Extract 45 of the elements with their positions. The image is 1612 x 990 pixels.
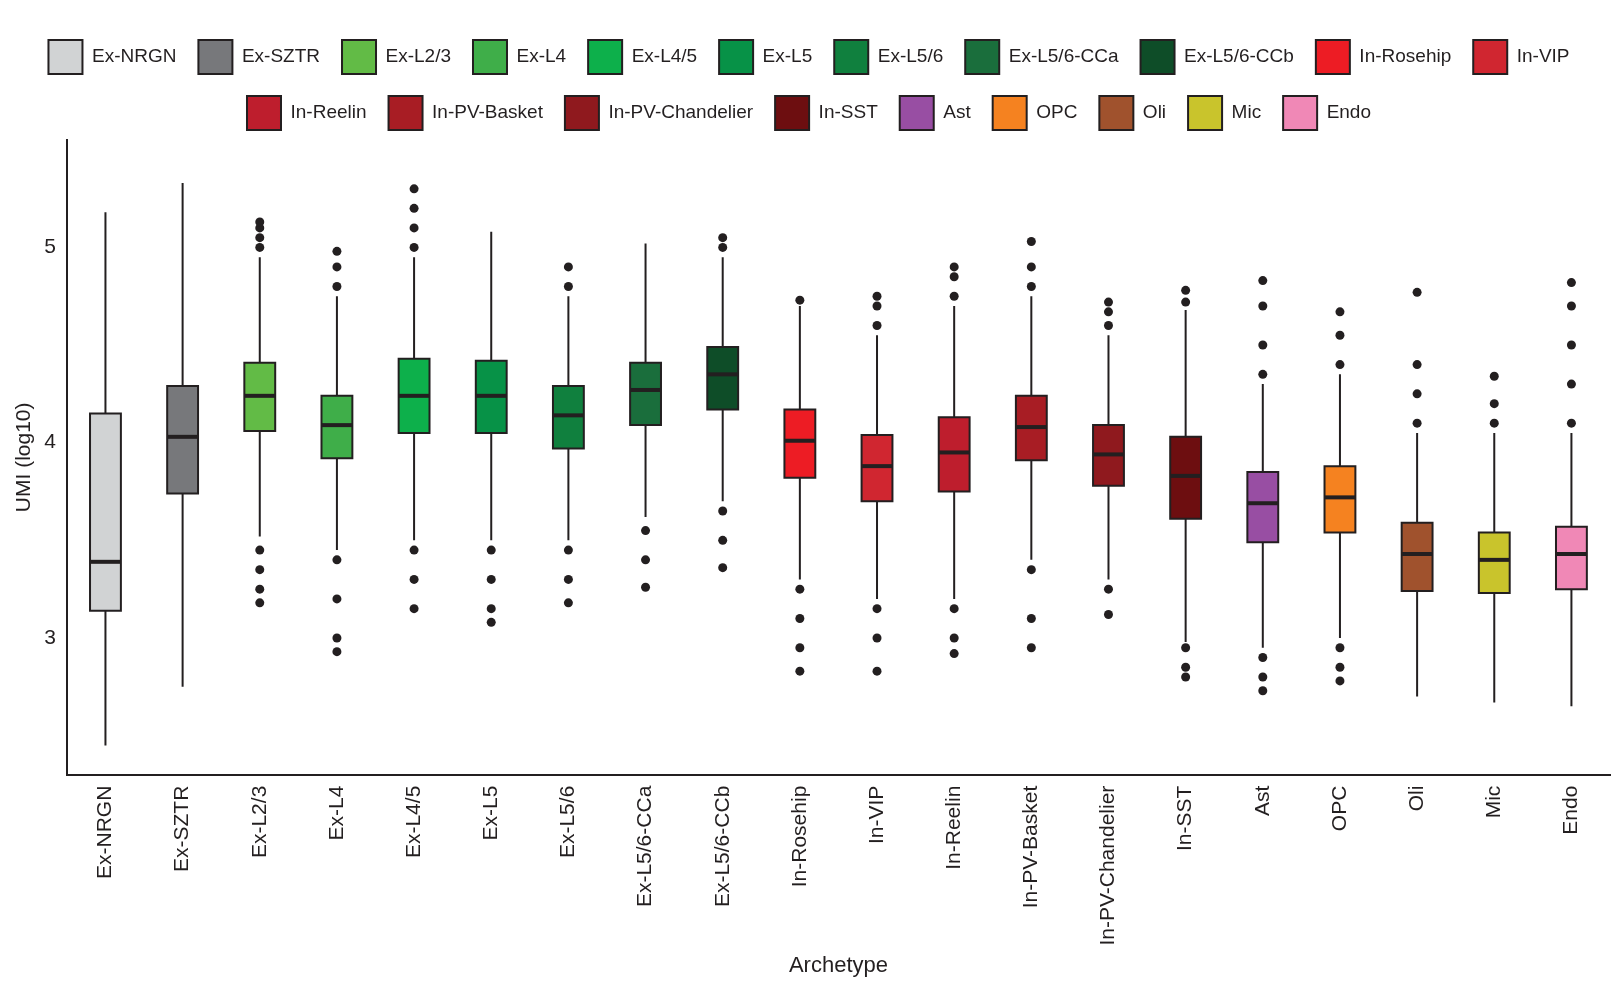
x-tick-label: Endo bbox=[1558, 785, 1582, 835]
x-tick-label: Ex-SZTR bbox=[169, 785, 193, 873]
legend-label: In-Rosehip bbox=[1359, 45, 1452, 67]
legend-label: Endo bbox=[1326, 101, 1371, 123]
x-tick-label: Ex-NRGN bbox=[92, 785, 116, 880]
legend-label: In-VIP bbox=[1516, 45, 1570, 67]
legend-label: Mic bbox=[1231, 101, 1262, 123]
x-tick-label: Ex-L4 bbox=[323, 785, 347, 841]
x-tick-label: Ex-L5 bbox=[478, 785, 502, 841]
legend-label: Ex-L5/6-CCb bbox=[1184, 45, 1294, 67]
x-tick-label: Oli bbox=[1403, 785, 1427, 812]
y-axis-title: UMI (log10) bbox=[11, 402, 35, 513]
legend-label: In-Reelin bbox=[290, 101, 367, 123]
x-tick-label: Ast bbox=[1249, 785, 1273, 817]
legend-label: Ex-L2/3 bbox=[385, 45, 451, 67]
legend-label: In-SST bbox=[818, 101, 879, 123]
x-tick-label: In-PV-Basket bbox=[1018, 785, 1042, 909]
legend-label: Ast bbox=[943, 101, 972, 123]
x-tick-label: In-Rosehip bbox=[786, 785, 810, 888]
legend-label: Ex-NRGN bbox=[91, 45, 177, 67]
legend-label: Ex-L5/6-CCa bbox=[1008, 45, 1119, 67]
legend-label: Ex-L4/5 bbox=[631, 45, 698, 67]
x-tick-label: In-PV-Chandelier bbox=[1095, 785, 1119, 946]
y-tick-label: 4 bbox=[44, 429, 57, 453]
x-tick-label: Ex-L5/6-CCb bbox=[709, 785, 733, 908]
x-tick-label: Mic bbox=[1481, 785, 1505, 819]
legend-label: In-PV-Basket bbox=[432, 101, 544, 123]
legend-label: Ex-SZTR bbox=[241, 45, 321, 67]
x-tick-label: Ex-L5/6-CCa bbox=[632, 785, 656, 908]
legend-label: In-PV-Chandelier bbox=[608, 101, 754, 123]
y-tick-label: 5 bbox=[44, 234, 56, 258]
x-tick-label: In-SST bbox=[1172, 785, 1196, 852]
legend-label: Oli bbox=[1142, 101, 1167, 123]
x-axis-title: Archetype bbox=[788, 951, 888, 977]
x-tick-label: OPC bbox=[1326, 785, 1350, 832]
x-tick-label: Ex-L2/3 bbox=[246, 785, 270, 859]
x-tick-label: Ex-L5/6 bbox=[555, 785, 579, 859]
x-tick-label: In-Reelin bbox=[940, 785, 964, 870]
x-tick-label: In-VIP bbox=[863, 785, 887, 845]
legend-label: Ex-L5/6 bbox=[877, 45, 944, 67]
legend-label: Ex-L4 bbox=[516, 45, 567, 67]
legend-label: OPC bbox=[1036, 101, 1078, 123]
legend-label: Ex-L5 bbox=[762, 45, 813, 67]
y-tick-label: 3 bbox=[44, 624, 56, 648]
x-tick-label: Ex-L4/5 bbox=[400, 785, 424, 859]
